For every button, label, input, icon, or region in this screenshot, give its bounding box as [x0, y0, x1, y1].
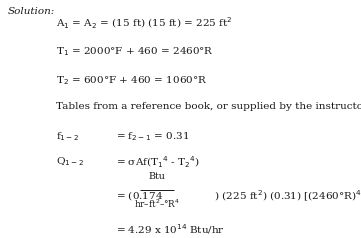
Text: T$_2$ = 600°F + 460 = 1060°R: T$_2$ = 600°F + 460 = 1060°R	[56, 74, 207, 87]
Text: Solution:: Solution:	[8, 7, 55, 16]
Text: T$_1$ = 2000°F + 460 = 2460°R: T$_1$ = 2000°F + 460 = 2460°R	[56, 45, 214, 58]
Text: f$_{1-2}$: f$_{1-2}$	[56, 130, 79, 143]
Text: Q$_{1-2}$: Q$_{1-2}$	[56, 155, 84, 168]
Text: A$_1$ = A$_2$ = (15 ft) (15 ft) = 225 ft$^2$: A$_1$ = A$_2$ = (15 ft) (15 ft) = 225 ft…	[56, 15, 232, 31]
Text: = f$_{2-1}$ = 0.31: = f$_{2-1}$ = 0.31	[116, 130, 189, 143]
Text: = σAf(T$_1$$^4$ - T$_2$$^4$): = σAf(T$_1$$^4$ - T$_2$$^4$)	[116, 155, 199, 170]
Text: Tables from a reference book, or supplied by the instructor, give:: Tables from a reference book, or supplie…	[56, 102, 361, 111]
Text: hr–ft$^2$–°R$^4$: hr–ft$^2$–°R$^4$	[134, 198, 180, 210]
Text: = 4.29 x 10$^{14}$ Btu/hr: = 4.29 x 10$^{14}$ Btu/hr	[116, 223, 225, 236]
Text: = (0.174                ) (225 ft$^2$) (0.31) [(2460°R)$^4$ – (1060°R)$^4$]: = (0.174 ) (225 ft$^2$) (0.31) [(2460°R)…	[116, 189, 361, 204]
Text: Btu: Btu	[149, 172, 165, 181]
